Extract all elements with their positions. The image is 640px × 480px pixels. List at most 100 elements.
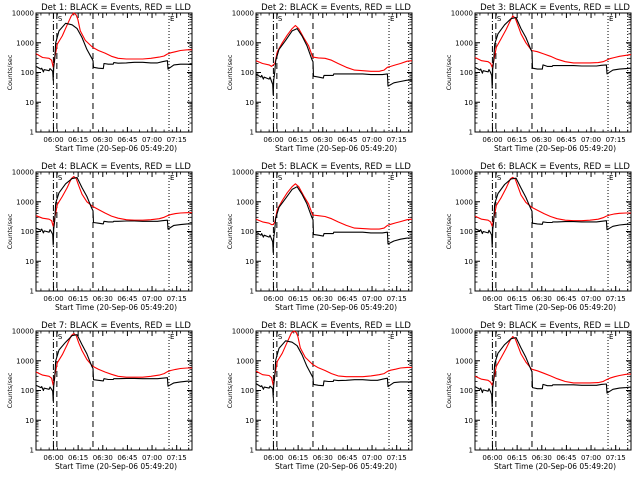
start-annotation: S bbox=[58, 15, 63, 23]
x-tick-label: 06:15 bbox=[507, 136, 527, 144]
start-annotation: S bbox=[278, 174, 283, 182]
y-axis-label: Counts/sec bbox=[226, 372, 234, 408]
x-tick-label: 07:00 bbox=[362, 136, 382, 144]
y-tick-label: 10000 bbox=[232, 10, 254, 18]
y-tick-label: 1 bbox=[30, 129, 34, 137]
x-tick-label: 06:45 bbox=[556, 136, 576, 144]
y-tick-label: 1000 bbox=[16, 198, 34, 206]
x-tick-label: 06:15 bbox=[507, 454, 527, 462]
events-series-line bbox=[255, 28, 412, 96]
x-tick-label: 06:45 bbox=[337, 454, 357, 462]
end-annotation: E bbox=[170, 333, 174, 341]
y-tick-label: 10 bbox=[25, 258, 34, 266]
y-tick-label: 1000 bbox=[16, 357, 34, 365]
events-series-line bbox=[35, 334, 192, 402]
y-tick-label: 100 bbox=[241, 387, 254, 395]
panel-title: Det 8: BLACK = Events, RED = LLD bbox=[261, 321, 411, 331]
y-tick-label: 100 bbox=[21, 387, 34, 395]
start-annotation: S bbox=[278, 15, 283, 23]
x-tick-label: 06:45 bbox=[337, 295, 357, 303]
x-tick-label: 07:15 bbox=[387, 454, 407, 462]
x-tick-label: 06:00 bbox=[43, 136, 63, 144]
detector-panel-5: Det 5: BLACK = Events, RED = LLD 1 10 100 10… bbox=[226, 162, 413, 312]
end-annotation: E bbox=[170, 174, 174, 182]
x-tick-label: 07:00 bbox=[142, 295, 162, 303]
end-annotation: E bbox=[390, 333, 394, 341]
y-tick-label: 1000 bbox=[236, 39, 254, 47]
detector-panel-8: Det 8: BLACK = Events, RED = LLD 1 10 100 10… bbox=[226, 321, 413, 471]
y-tick-label: 10000 bbox=[232, 169, 254, 177]
events-series-line bbox=[474, 17, 632, 89]
panel-title: Det 7: BLACK = Events, RED = LLD bbox=[41, 321, 191, 331]
detector-panel-9: Det 9: BLACK = Events, RED = LLD 1 10 100 10… bbox=[445, 321, 632, 471]
end-annotation: E bbox=[390, 15, 394, 23]
x-tick-label: 06:30 bbox=[532, 136, 552, 144]
events-series-line bbox=[474, 337, 632, 408]
x-tick-label: 06:45 bbox=[117, 295, 137, 303]
x-tick-label: 07:15 bbox=[167, 454, 187, 462]
y-tick-label: 10 bbox=[245, 99, 254, 107]
y-tick-label: 10000 bbox=[451, 10, 473, 18]
y-tick-label: 1 bbox=[250, 288, 254, 296]
x-axis-label: Start Time (20-Sep-06 05:49:20) bbox=[494, 303, 616, 312]
x-axis-label: Start Time (20-Sep-06 05:49:20) bbox=[275, 462, 397, 471]
x-tick-label: 07:15 bbox=[606, 136, 626, 144]
x-tick-label: 06:45 bbox=[117, 136, 137, 144]
y-tick-label: 10000 bbox=[12, 328, 34, 336]
detector-panel-7: Det 7: BLACK = Events, RED = LLD 1 10 100 10… bbox=[6, 321, 193, 471]
y-axis-label: Counts/sec bbox=[226, 54, 234, 90]
y-tick-label: 100 bbox=[241, 69, 254, 77]
x-tick-label: 06:00 bbox=[482, 295, 502, 303]
panel-title: Det 3: BLACK = Events, RED = LLD bbox=[480, 3, 630, 13]
start-annotation: S bbox=[278, 333, 283, 341]
x-tick-label: 07:00 bbox=[581, 295, 601, 303]
panel-title: Det 5: BLACK = Events, RED = LLD bbox=[261, 162, 411, 172]
plot-frame bbox=[255, 12, 413, 133]
y-tick-label: 100 bbox=[21, 69, 34, 77]
y-tick-label: 10000 bbox=[12, 169, 34, 177]
y-tick-label: 10000 bbox=[12, 10, 34, 18]
y-axis-label: Counts/sec bbox=[445, 372, 453, 408]
events-series-line bbox=[474, 177, 631, 248]
y-tick-label: 1000 bbox=[16, 39, 34, 47]
x-tick-label: 06:45 bbox=[337, 136, 357, 144]
x-tick-label: 06:00 bbox=[43, 295, 63, 303]
x-tick-label: 07:00 bbox=[142, 136, 162, 144]
plot-frame bbox=[255, 171, 413, 292]
end-annotation: E bbox=[609, 174, 613, 182]
y-tick-label: 1000 bbox=[455, 39, 473, 47]
events-series-line bbox=[255, 186, 412, 253]
x-tick-label: 07:15 bbox=[387, 295, 407, 303]
y-tick-label: 1 bbox=[30, 447, 34, 455]
start-annotation: S bbox=[497, 174, 502, 182]
detector-panel-6: Det 6: BLACK = Events, RED = LLD 1 10 100 10… bbox=[445, 162, 632, 312]
end-annotation: E bbox=[609, 333, 613, 341]
x-axis-label: Start Time (20-Sep-06 05:49:20) bbox=[55, 303, 177, 312]
y-tick-label: 1000 bbox=[236, 357, 254, 365]
x-tick-label: 07:15 bbox=[606, 295, 626, 303]
events-series-line bbox=[35, 22, 193, 81]
y-tick-label: 10 bbox=[464, 417, 473, 425]
y-tick-label: 10 bbox=[25, 417, 34, 425]
y-tick-label: 100 bbox=[241, 228, 254, 236]
x-tick-label: 07:00 bbox=[581, 454, 601, 462]
x-tick-label: 06:45 bbox=[556, 295, 576, 303]
y-tick-label: 100 bbox=[460, 387, 473, 395]
y-tick-label: 10000 bbox=[232, 328, 254, 336]
x-axis-label: Start Time (20-Sep-06 05:49:20) bbox=[494, 144, 616, 153]
x-tick-label: 07:00 bbox=[362, 454, 382, 462]
x-tick-label: 07:15 bbox=[167, 136, 187, 144]
x-axis-label: Start Time (20-Sep-06 05:49:20) bbox=[55, 144, 177, 153]
x-tick-label: 06:15 bbox=[288, 136, 308, 144]
x-tick-label: 06:00 bbox=[43, 454, 63, 462]
events-series-line bbox=[35, 177, 192, 246]
plot-frame bbox=[474, 12, 632, 133]
y-tick-label: 10 bbox=[464, 99, 473, 107]
detector-panel-3: Det 3: BLACK = Events, RED = LLD 1 10 100 10… bbox=[445, 3, 632, 153]
y-axis-label: Counts/sec bbox=[6, 54, 14, 90]
y-axis-label: Counts/sec bbox=[6, 213, 14, 249]
x-tick-label: 06:30 bbox=[93, 295, 113, 303]
y-axis-label: Counts/sec bbox=[6, 372, 14, 408]
x-tick-label: 07:00 bbox=[142, 454, 162, 462]
